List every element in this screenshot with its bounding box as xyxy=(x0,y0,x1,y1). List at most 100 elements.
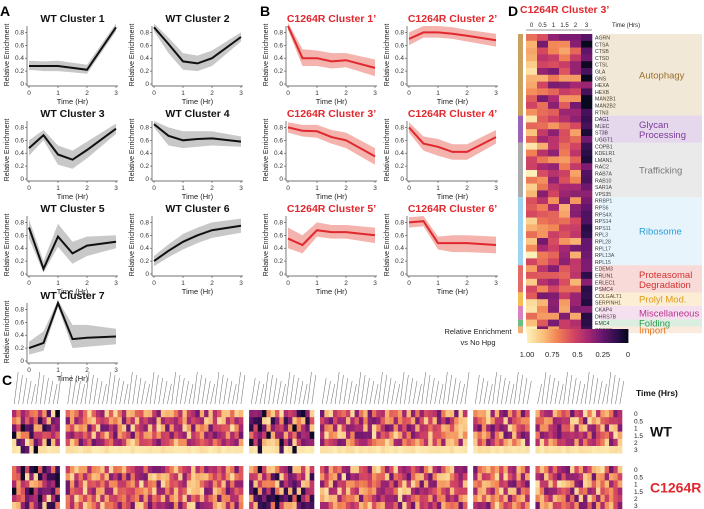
gene-label-tick xyxy=(206,380,211,405)
heatmap-cell xyxy=(570,410,575,418)
heatmap-cell xyxy=(126,502,131,509)
heatmap-cell xyxy=(29,446,34,454)
heatmap-cell xyxy=(393,446,399,454)
heatmap-cell xyxy=(204,417,209,425)
heatmap-cell xyxy=(600,502,605,509)
heatmap-cell xyxy=(376,417,381,425)
heatmap-cell xyxy=(581,319,593,327)
heatmap-cell xyxy=(191,502,196,509)
heatmap-cell xyxy=(234,438,240,447)
heatmap-cell xyxy=(520,494,526,503)
heatmap-cell xyxy=(117,494,123,503)
heatmap-cell xyxy=(87,417,92,425)
heatmap-cell xyxy=(548,68,560,76)
heatmap-cell xyxy=(449,473,455,481)
heatmap-cell xyxy=(432,487,438,496)
heatmap-cell xyxy=(581,224,593,232)
heatmap-cell xyxy=(432,417,438,425)
heatmap-cell xyxy=(50,494,56,503)
heatmap-cell xyxy=(570,272,582,280)
heatmap-cell xyxy=(42,410,47,418)
time-row-label: 1.5 xyxy=(634,489,643,496)
panel-label-d: D xyxy=(508,3,518,19)
heatmap-cell xyxy=(537,95,549,103)
x-tick-label: 2 xyxy=(85,185,89,192)
heatmap-cell xyxy=(596,417,601,425)
heatmap-cell xyxy=(526,238,538,246)
heatmap-cell xyxy=(570,446,575,454)
heatmap-cell xyxy=(507,466,513,474)
heatmap-cell xyxy=(454,431,459,440)
heatmap-cell xyxy=(507,494,513,503)
y-tick-label: 0.8 xyxy=(140,124,149,131)
heatmap-cell xyxy=(574,466,580,474)
y-tick-label: 0.4 xyxy=(140,245,149,252)
heatmap-cell xyxy=(234,487,240,496)
heatmap-cell xyxy=(320,480,325,488)
heatmap-cell xyxy=(486,417,491,425)
heatmap-cell xyxy=(516,431,522,440)
heatmap-cell xyxy=(537,197,549,205)
heatmap-cell xyxy=(126,446,131,454)
legend-tick-label: 0 xyxy=(626,350,630,359)
y-tick-label: 0 xyxy=(145,81,149,88)
heatmap-cell xyxy=(393,431,399,440)
x-tick-label: 3 xyxy=(494,185,498,192)
heatmap-cell xyxy=(253,431,259,440)
heatmap-cell xyxy=(87,410,92,418)
heatmap-cell xyxy=(507,438,513,447)
heatmap-cell xyxy=(462,424,468,432)
heatmap-cell xyxy=(283,417,289,425)
heatmap-cell xyxy=(583,431,588,440)
gene-label-tick xyxy=(119,380,124,405)
heatmap-cell xyxy=(199,466,205,474)
heatmap-cell xyxy=(275,431,280,440)
heatmap-cell xyxy=(516,466,522,474)
heatmap-cell xyxy=(507,480,513,488)
heatmap-cell xyxy=(182,446,188,454)
heatmap-cell xyxy=(526,170,538,178)
heatmap-cell xyxy=(152,446,157,454)
heatmap-cell xyxy=(462,502,468,509)
heatmap-cell xyxy=(548,95,560,103)
heatmap-cell xyxy=(393,424,399,432)
heatmap-cell xyxy=(436,466,442,474)
y-tick-label: 0.6 xyxy=(395,232,404,239)
heatmap-cell xyxy=(363,446,368,454)
heatmap-cell xyxy=(204,424,209,432)
heatmap-cell xyxy=(494,431,500,440)
y-tick-label: 0 xyxy=(279,176,283,183)
heatmap-cell xyxy=(617,417,623,425)
heatmap-cell xyxy=(537,251,549,259)
heatmap-cell xyxy=(507,487,513,496)
heatmap-cell xyxy=(393,487,399,496)
heatmap-cell xyxy=(178,431,183,440)
heatmap-cell xyxy=(257,466,263,474)
heatmap-cell xyxy=(152,438,157,447)
heatmap-cell xyxy=(74,487,79,496)
x-tick-label: 2 xyxy=(210,185,214,192)
heatmap-cell xyxy=(292,494,297,503)
heatmap-cell xyxy=(320,417,325,425)
heatmap-cell xyxy=(436,502,442,509)
gene-label: RAC2 xyxy=(595,165,609,171)
heatmap-cell xyxy=(283,502,289,509)
heatmap-cell xyxy=(262,446,267,454)
legend-tick-label: 0.75 xyxy=(545,350,560,359)
y-tick-label: 0.8 xyxy=(274,124,283,131)
gene-label-tick xyxy=(210,383,215,405)
heatmap-cell xyxy=(613,502,618,509)
heatmap-cell xyxy=(561,466,567,474)
heatmap-cell xyxy=(292,417,297,425)
heatmap-cell xyxy=(537,47,549,55)
heatmap-cell xyxy=(561,480,567,488)
heatmap-cell xyxy=(212,438,218,447)
time-row-label: 3 xyxy=(634,503,638,509)
heatmap-cell xyxy=(559,217,571,225)
heatmap-cell xyxy=(570,502,575,509)
heatmap-cell xyxy=(16,417,21,425)
heatmap-cell xyxy=(332,487,338,496)
heatmap-cell xyxy=(337,494,342,503)
heatmap-cell xyxy=(337,466,342,474)
heatmap-cell xyxy=(87,438,92,447)
